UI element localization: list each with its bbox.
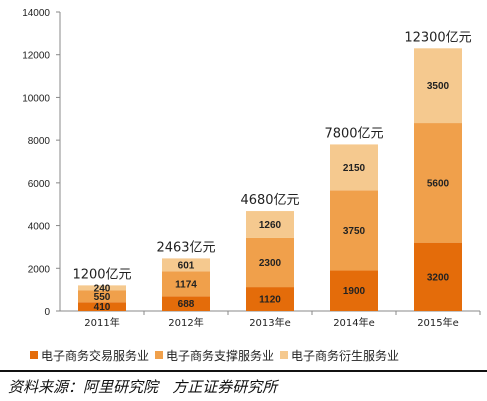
legend-swatch-support [155,351,164,359]
x-tick-label: 2012年 [168,316,203,329]
bar-value-label: 2150 [343,163,366,174]
bar-value-label: 3500 [427,81,450,92]
bar-segment-support [246,237,294,288]
legend-swatch-transaction [30,351,38,359]
y-tick-label: 14000 [22,8,50,19]
bar-segment-transaction [246,287,294,311]
legend-swatch-derivative [280,351,289,359]
bar-value-label: 1900 [343,286,366,297]
y-axis: 0 2000 4000 6000 8000 10000 12000 14000 [22,8,60,318]
bar-value-label: 550 [94,292,111,303]
bar-segment-derivative [162,258,210,272]
bar-segment-derivative [330,144,378,191]
y-tick-label: 6000 [28,179,51,190]
x-tick-label: 2011年 [84,316,119,329]
bar-segment-transaction [78,302,126,311]
bar-total-label: 7800亿元 [324,126,383,141]
bar-value-label: 410 [94,302,111,313]
bar-value-label: 3200 [427,272,450,283]
bar-value-label: 2300 [259,258,282,269]
bar-value-label: 601 [178,260,195,271]
bar-total-label: 2463亿元 [156,240,215,255]
bar-segment-support [414,123,462,243]
bar-segment-derivative [414,48,462,124]
legend-label-transaction: 电子商务交易服务业 [41,348,150,363]
bar-value-label: 240 [94,283,111,294]
source-divider [0,370,487,372]
y-tick-label: 8000 [28,136,51,147]
y-tick-label: 2000 [28,264,51,275]
source-note: 资料来源：阿里研究院 方正证券研究所 [8,378,278,396]
bar-segment-support [330,190,378,271]
bar-value-label: 688 [178,299,195,310]
legend: 电子商务交易服务业 电子商务支撑服务业 电子商务衍生服务业 [30,346,480,364]
x-tick-label: 2013年e [249,316,291,329]
x-tick-label: 2015年e [417,316,459,329]
bar-value-label: 1260 [259,220,282,231]
bar-segment-transaction [414,242,462,311]
y-tick-label: 0 [44,307,50,318]
bar-segment-transaction [162,296,210,311]
bar-value-label: 3750 [343,226,366,237]
bar-value-label: 5600 [427,178,450,189]
legend-label-support: 电子商务支撑服务业 [166,348,275,363]
bar-segment-support [162,271,210,297]
x-axis: 2011年 2012年 2013年e 2014年e 2015年e [84,311,481,329]
y-tick-label: 10000 [22,93,50,104]
bar-total-label: 1200亿元 [72,267,131,282]
bar-segment-derivative [78,285,126,291]
legend-item-derivative: 电子商务衍生服务业 [280,347,399,364]
y-tick-label: 12000 [22,51,50,62]
bar-segment-derivative [246,211,294,238]
y-tick-label: 4000 [28,222,51,233]
bar-segment-support [78,290,126,303]
legend-item-support: 电子商务支撑服务业 [155,347,274,364]
legend-item-transaction: 电子商务交易服务业 [30,347,149,364]
bar-value-label: 1174 [175,279,197,290]
bar-total-label: 12300亿元 [404,30,471,45]
x-tick-label: 2014年e [333,316,375,329]
bar-value-label: 1120 [259,295,281,306]
bar-total-label: 4680亿元 [240,193,299,208]
bar-segment-transaction [330,270,378,311]
legend-label-derivative: 电子商务衍生服务业 [291,348,400,363]
